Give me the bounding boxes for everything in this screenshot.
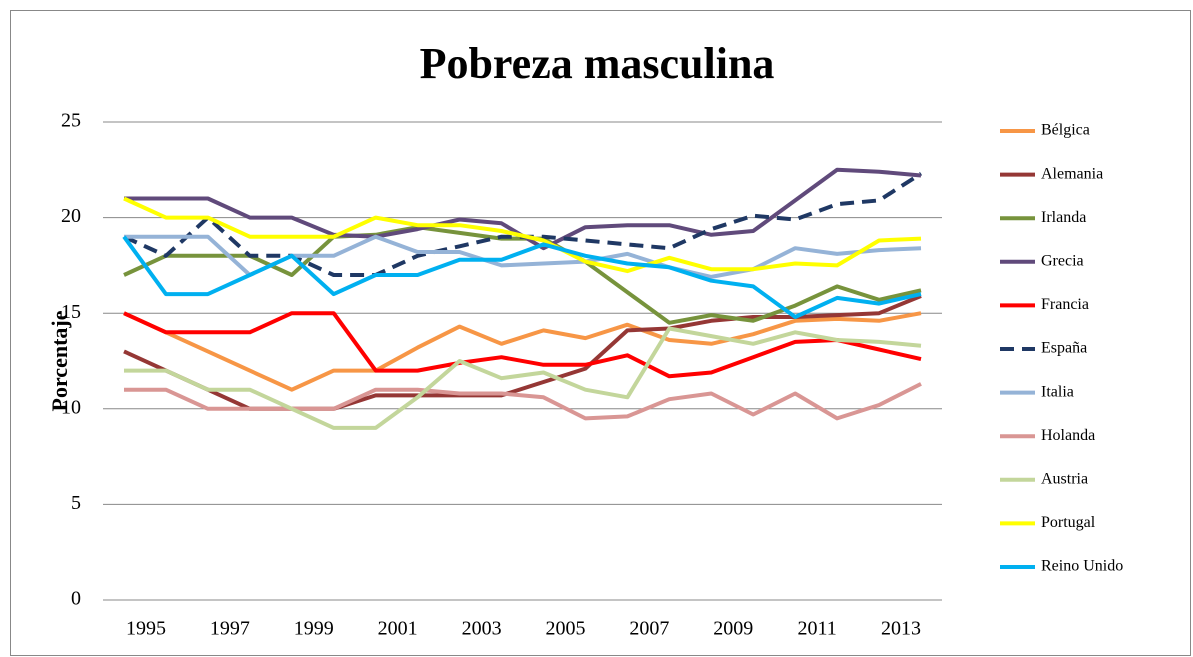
legend-label: España — [1041, 340, 1087, 357]
series-line — [122, 235, 922, 319]
y-tick-label: 25 — [61, 110, 81, 132]
x-tick-label: 2007 — [629, 618, 669, 640]
legend-label: Austria — [1041, 470, 1088, 487]
series-line — [123, 311, 922, 379]
series-line — [124, 326, 922, 430]
x-tick-label: 1997 — [210, 618, 250, 640]
y-axis-label: Porcentaje — [47, 310, 72, 411]
y-tick-label: 5 — [71, 492, 81, 514]
legend-label: Grecia — [1041, 252, 1084, 269]
legend-label: Irlanda — [1041, 209, 1086, 226]
x-tick-label: 2011 — [798, 618, 837, 640]
legend-label: Alemania — [1041, 165, 1103, 182]
x-tick-label: 1995 — [126, 618, 166, 640]
legend-label: Holanda — [1041, 427, 1095, 444]
x-tick-label: 2013 — [881, 618, 921, 640]
legend-label: Francia — [1041, 296, 1089, 313]
series-line — [123, 311, 922, 392]
x-tick-label: 1999 — [294, 618, 334, 640]
legend-label: Italia — [1041, 383, 1074, 400]
legend-label: Portugal — [1041, 514, 1096, 531]
y-tick-label: 10 — [61, 396, 81, 418]
series-line — [124, 382, 922, 421]
series-line — [123, 196, 922, 274]
x-tick-label: 2001 — [378, 618, 418, 640]
y-tick-label: 20 — [61, 205, 81, 227]
y-tick-label: 15 — [61, 301, 81, 323]
legend-label: Bélgica — [1041, 122, 1090, 139]
x-tick-label: 2003 — [462, 618, 502, 640]
chart-title: Pobreza masculina — [420, 39, 775, 88]
x-tick-label: 2009 — [713, 618, 753, 640]
legend-label: Reino Unido — [1041, 558, 1123, 575]
y-tick-label: 0 — [71, 588, 81, 610]
x-tick-label: 2005 — [545, 618, 585, 640]
